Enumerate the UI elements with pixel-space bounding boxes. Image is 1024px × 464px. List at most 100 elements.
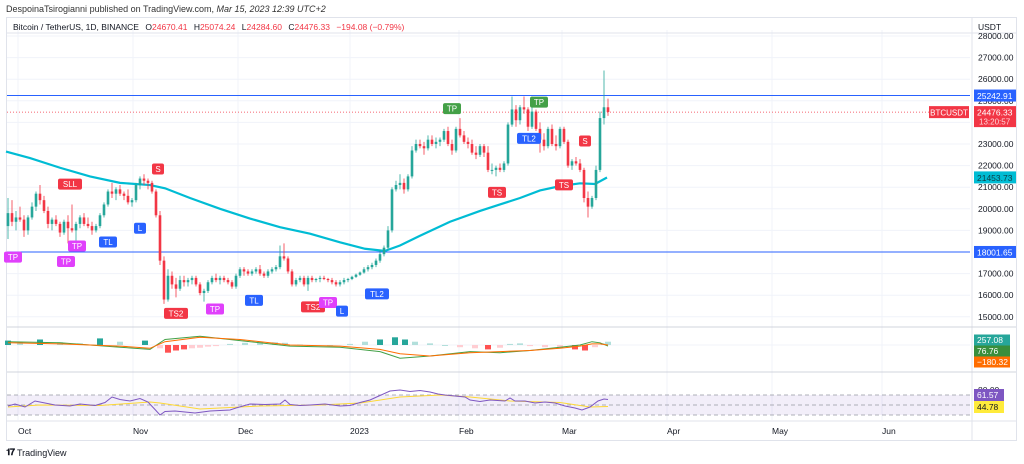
candle-up xyxy=(98,215,102,227)
price-tick-label: 17000.00 xyxy=(978,269,1014,279)
candle-down xyxy=(586,198,590,207)
macd-histogram-bar xyxy=(197,345,203,348)
time-axis-label: Dec xyxy=(238,426,254,436)
candle-down xyxy=(246,271,250,274)
rsi-value-badge xyxy=(974,401,1004,413)
macd-histogram-bar xyxy=(142,340,148,345)
candle-up xyxy=(298,277,302,281)
change-value: −194.08 (−0.79%) xyxy=(336,22,405,32)
candle-down xyxy=(230,282,234,287)
candle-up xyxy=(270,269,274,272)
candle-up xyxy=(130,200,134,203)
open-label: O xyxy=(145,22,152,32)
candle-up xyxy=(390,189,394,231)
signal-badge xyxy=(443,103,461,115)
signal-badge xyxy=(99,236,117,248)
last-price-badge xyxy=(974,106,1016,128)
candle-down xyxy=(474,152,478,155)
candle-down xyxy=(562,128,566,142)
macd-histogram-bar xyxy=(165,345,171,353)
candle-up xyxy=(442,131,446,140)
candle-up xyxy=(178,280,182,289)
candle-down xyxy=(574,161,578,164)
candle-down xyxy=(578,163,582,170)
candle-up xyxy=(106,191,110,205)
candle-down xyxy=(482,146,486,153)
signal-badge xyxy=(579,135,591,147)
candle-up xyxy=(438,139,442,142)
resistance-price-badge-text: 25242.91 xyxy=(977,91,1013,101)
macd-histogram-bar xyxy=(527,345,533,347)
signal-badge xyxy=(68,240,86,252)
candle-down xyxy=(142,178,146,181)
macd-histogram-bar xyxy=(392,337,398,345)
signal-text: TL xyxy=(249,296,259,305)
candle-up xyxy=(382,247,386,255)
candle-up xyxy=(14,217,18,222)
candle-down xyxy=(534,111,538,129)
macd-histogram-bar xyxy=(497,345,503,348)
macd-histogram-bar xyxy=(362,341,368,345)
candle-up xyxy=(274,267,278,270)
signal-text: TP xyxy=(534,98,544,107)
candle-up xyxy=(426,139,430,149)
candle-down xyxy=(550,128,554,144)
signal-badge xyxy=(164,307,188,319)
candle-up xyxy=(94,226,98,231)
candle-down xyxy=(214,277,218,281)
signal-badge xyxy=(58,178,82,190)
candle-up xyxy=(394,185,398,190)
candle-down xyxy=(242,269,246,272)
signal-text: TS2 xyxy=(306,303,321,312)
macd-histogram-bar xyxy=(557,345,563,349)
candle-up xyxy=(454,128,458,151)
candle-up xyxy=(166,275,170,300)
macd-value-badge xyxy=(974,345,1010,357)
candle-down xyxy=(418,144,422,147)
time-axis-label: Nov xyxy=(133,426,149,436)
signal-text: S xyxy=(155,165,160,174)
candle-up xyxy=(518,107,522,121)
rsi-value-text: 61.57 xyxy=(977,390,999,400)
candle-up xyxy=(314,279,318,281)
candle-down xyxy=(66,221,70,229)
candle-down xyxy=(458,128,462,136)
time-axis-label: Mar xyxy=(562,426,577,436)
brand-text: TradingView xyxy=(17,447,67,458)
time-axis-label: Feb xyxy=(459,426,474,436)
macd-value-text: 76.76 xyxy=(977,346,999,356)
signal-badge xyxy=(134,222,146,234)
price-tick-label: 16000.00 xyxy=(978,290,1014,300)
macd-histogram-bar xyxy=(457,345,463,348)
macd-histogram-bar xyxy=(173,345,179,351)
candle-up xyxy=(366,267,370,270)
publish-date: Mar 15, 2023 12:39 UTC+2 xyxy=(216,4,326,14)
candle-down xyxy=(286,258,290,272)
candle-down xyxy=(194,277,198,285)
time-axis[interactable]: Oct Nov Dec 2023 Feb Mar Apr May Jun xyxy=(18,426,896,436)
signal-badge xyxy=(365,288,389,300)
macd-histogram-bar xyxy=(592,345,598,348)
candle-up xyxy=(410,150,414,177)
rsi-band xyxy=(7,395,970,415)
signal-text: TL2 xyxy=(370,290,384,299)
candle-down xyxy=(498,167,502,170)
candle-up xyxy=(558,128,562,147)
candle-up xyxy=(494,167,498,170)
macd-histogram-bar xyxy=(402,339,408,345)
candle-up xyxy=(434,141,438,144)
signal-badge xyxy=(555,179,573,191)
candle-up xyxy=(398,182,402,186)
candle-up xyxy=(50,219,54,224)
open-value: 24670.41 xyxy=(151,22,188,32)
candle-down xyxy=(158,215,162,261)
macd-histogram-bar xyxy=(242,342,248,345)
candle-down xyxy=(322,277,326,279)
candle-up xyxy=(506,124,510,164)
macd-histogram-bar xyxy=(572,345,578,350)
price-tick-label: 21000.00 xyxy=(978,182,1014,192)
candle-down xyxy=(90,226,94,231)
candle-down xyxy=(22,219,26,231)
